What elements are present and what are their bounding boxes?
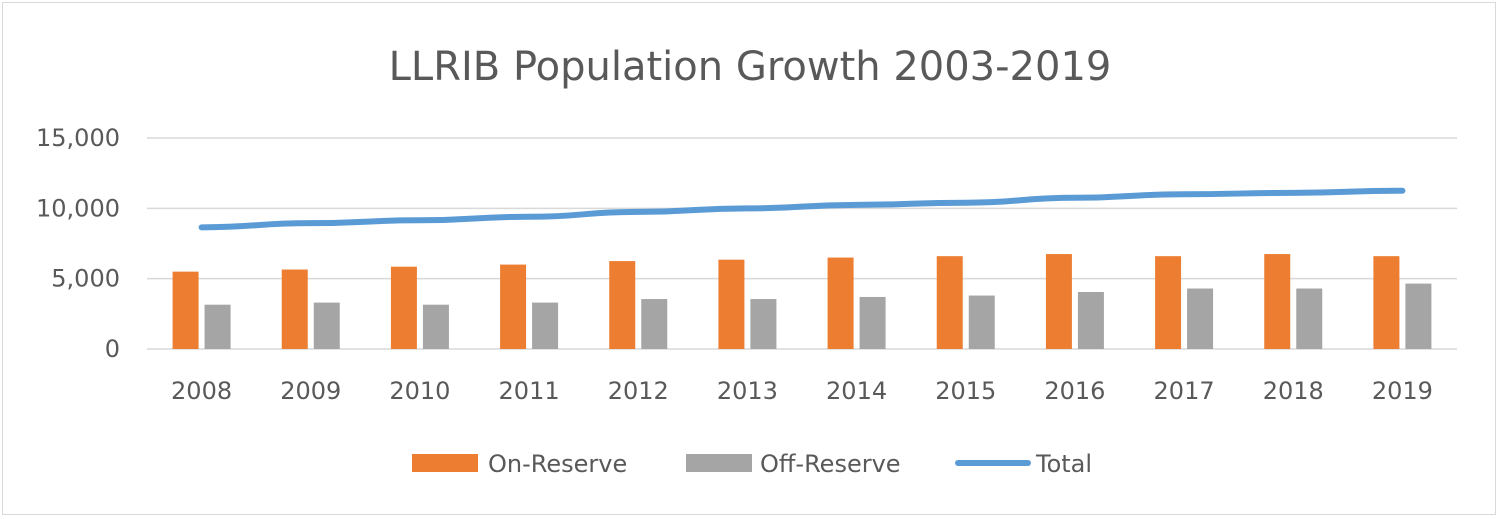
x-tick-label: 2014 xyxy=(826,377,887,405)
on-reserve-bar-2019 xyxy=(1373,256,1400,349)
x-tick-label: 2008 xyxy=(171,377,232,405)
on-reserve-bar-2010 xyxy=(390,266,417,349)
off-reserve-bar-2019 xyxy=(1405,283,1432,349)
x-axis-ticks: 2008 2009 2010 2011 2012 2013 2014 2015 2016 2017… xyxy=(171,377,1433,405)
on-reserve-bar-2016 xyxy=(1045,254,1072,349)
y-axis-ticks: 0 5,000 10,000 15,000 xyxy=(36,124,120,363)
off-reserve-bar-2010 xyxy=(422,304,449,349)
off-reserve-bar-2017 xyxy=(1187,288,1214,349)
on-reserve-bar-2011 xyxy=(500,264,527,349)
x-tick-label: 2010 xyxy=(389,377,450,405)
bars xyxy=(172,254,1432,349)
legend-label: Off-Reserve xyxy=(760,450,901,478)
legend: On-Reserve Off-Reserve Total xyxy=(412,450,1092,478)
y-tick-label: 0 xyxy=(105,335,120,363)
on-reserve-bar-2008 xyxy=(172,271,199,349)
x-tick-label: 2012 xyxy=(608,377,669,405)
x-tick-label: 2018 xyxy=(1263,377,1324,405)
y-tick-label: 15,000 xyxy=(36,124,120,152)
total-line xyxy=(198,187,1406,231)
off-reserve-bar-2016 xyxy=(1077,292,1104,349)
chart-title: LLRIB Population Growth 2003-2019 xyxy=(389,44,1112,90)
off-reserve-bar-2014 xyxy=(859,296,886,349)
legend-label: Total xyxy=(1035,450,1092,478)
off-reserve-bar-2013 xyxy=(750,299,777,349)
on-reserve-bar-2015 xyxy=(936,256,963,349)
on-reserve-bar-2014 xyxy=(827,257,854,349)
y-tick-label: 5,000 xyxy=(51,265,120,293)
off-reserve-bar-2018 xyxy=(1296,288,1323,349)
off-reserve-bar-2015 xyxy=(968,295,995,349)
x-tick-label: 2017 xyxy=(1154,377,1215,405)
x-tick-label: 2013 xyxy=(717,377,778,405)
x-tick-label: 2019 xyxy=(1372,377,1433,405)
off-reserve-bar-2012 xyxy=(641,299,668,349)
on-reserve-bar-2013 xyxy=(718,259,745,349)
off-reserve-bar-2011 xyxy=(532,302,559,349)
on-reserve-bar-2018 xyxy=(1264,254,1291,349)
gridlines xyxy=(147,137,1457,350)
x-tick-label: 2015 xyxy=(935,377,996,405)
on-reserve-bar-2017 xyxy=(1155,256,1182,349)
on-reserve-bar-2009 xyxy=(281,269,308,349)
x-tick-label: 2009 xyxy=(280,377,341,405)
off-reserve-bar-2009 xyxy=(313,302,340,349)
legend-swatch-on-reserve xyxy=(412,454,478,472)
x-tick-label: 2011 xyxy=(499,377,560,405)
x-tick-label: 2016 xyxy=(1044,377,1105,405)
legend-swatch-off-reserve xyxy=(686,454,752,472)
total-line-layer xyxy=(198,187,1406,231)
legend-label: On-Reserve xyxy=(488,450,627,478)
on-reserve-bar-2012 xyxy=(609,261,636,349)
off-reserve-bar-2008 xyxy=(204,304,231,349)
y-tick-label: 10,000 xyxy=(36,194,120,222)
